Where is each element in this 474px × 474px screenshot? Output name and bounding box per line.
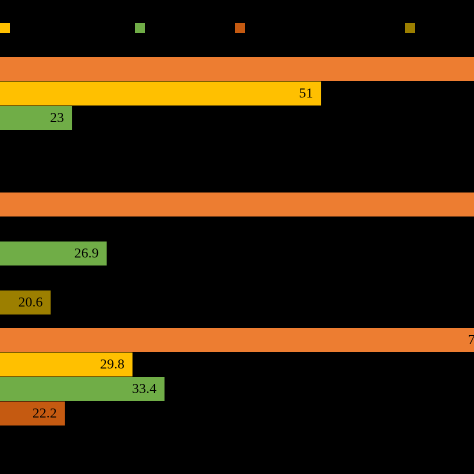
bar [0, 57, 474, 81]
value-label: 22.2 [32, 407, 57, 422]
bar [0, 401, 65, 426]
bar [0, 81, 322, 106]
bar [0, 377, 165, 401]
bar [0, 352, 133, 377]
value-label: 29.8 [100, 358, 125, 373]
bar [0, 328, 474, 352]
legend-swatch [135, 23, 145, 33]
legend-swatch [0, 23, 10, 33]
value-label: 23 [50, 111, 64, 126]
bar [0, 192, 474, 217]
legend-swatch [235, 23, 245, 33]
bar [0, 241, 107, 266]
value-label: 20.6 [18, 296, 43, 311]
bar [0, 106, 73, 130]
value-label: 70 [468, 333, 474, 348]
value-label: 33.4 [132, 382, 157, 397]
bar [0, 290, 51, 315]
value-label: 26.9 [74, 247, 99, 262]
legend-swatch [405, 23, 415, 33]
value-label: 51 [299, 87, 313, 102]
